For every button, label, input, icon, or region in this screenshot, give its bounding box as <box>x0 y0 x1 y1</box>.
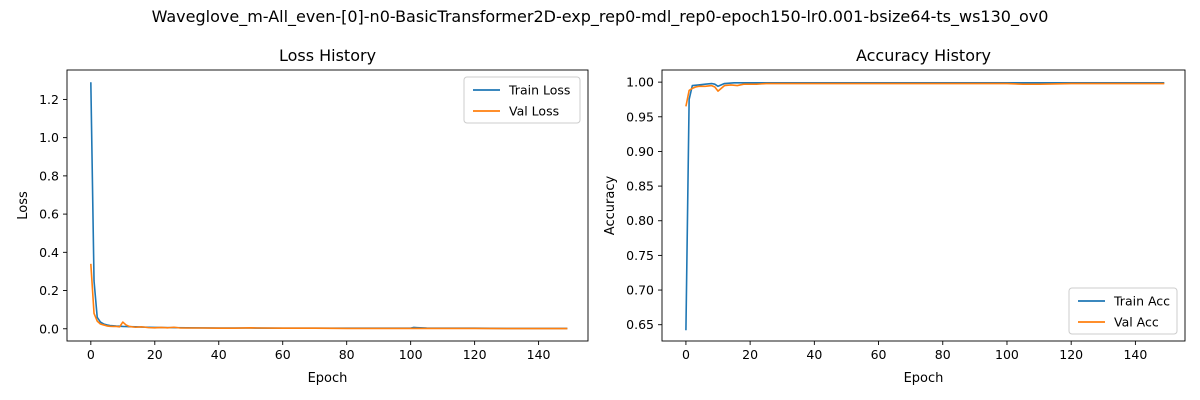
chart-0-xtick-label: 20 <box>147 347 163 362</box>
chart-1-xlabel: Epoch <box>904 371 944 386</box>
chart-1-title: Accuracy History <box>856 46 991 65</box>
chart-0-ytick-label: 0.0 <box>39 321 59 336</box>
chart-1-ytick-label: 0.70 <box>626 283 654 298</box>
chart-1-ytick-label: 0.85 <box>626 179 654 194</box>
chart-0-ytick-label: 1.2 <box>39 92 59 107</box>
chart-1-ytick-label: 0.95 <box>626 109 654 124</box>
loss-history-panel: Loss History 0 20 40 60 80 100 120 140 0.0 0.2 0.4 0… <box>16 46 589 386</box>
chart-0-ytick-label: 1.0 <box>39 130 59 145</box>
chart-0-ylabel: Loss <box>16 191 31 220</box>
chart-0-title: Loss History <box>279 46 376 65</box>
chart-0-ytick-label: 0.6 <box>39 207 59 222</box>
chart-0-series-val-line <box>90 263 568 330</box>
chart-0-ytick-label: 0.8 <box>39 168 59 183</box>
figure-suptitle: Waveglove_m-All_even-[0]-n0-BasicTransfo… <box>152 7 1049 27</box>
chart-0-xtick-label: 140 <box>527 347 551 362</box>
chart-0-ytick-label: 0.4 <box>39 245 59 260</box>
chart-1-legend-label: Train Acc <box>1113 294 1170 309</box>
accuracy-history-panel: Accuracy History 0 20 40 60 80 100 120 140 0.65 0.… <box>603 46 1186 386</box>
chart-0-xtick-label: 40 <box>211 347 227 362</box>
chart-1-ytick-label: 0.90 <box>626 144 654 159</box>
chart-1-ytick-label: 0.65 <box>626 317 654 332</box>
chart-1-xtick-label: 80 <box>935 347 951 362</box>
chart-1-xtick-label: 120 <box>1059 347 1083 362</box>
chart-1-xtick-label: 140 <box>1123 347 1147 362</box>
chart-0-ytick-label: 0.2 <box>39 283 59 298</box>
chart-0-xtick-label: 60 <box>275 347 291 362</box>
chart-1-legend: Train Acc Val Acc <box>1068 287 1178 335</box>
chart-0-xtick-label: 100 <box>399 347 423 362</box>
chart-0-xtick-label: 0 <box>87 347 95 362</box>
chart-1-ytick-label: 0.80 <box>626 213 654 228</box>
chart-1-series-val-line <box>685 82 1165 107</box>
chart-1-axes-frame <box>661 69 1186 342</box>
chart-0-legend-label: Val Loss <box>509 104 559 119</box>
chart-1-ytick-label: 0.75 <box>626 248 654 263</box>
chart-1-xtick-label: 20 <box>742 347 758 362</box>
chart-1-ylabel: Accuracy <box>603 176 618 236</box>
chart-1-legend-label: Val Acc <box>1114 315 1159 330</box>
chart-0-axes-frame <box>66 69 589 342</box>
chart-0-xtick-label: 120 <box>463 347 487 362</box>
chart-0-xlabel: Epoch <box>308 371 348 386</box>
chart-0-legend-label: Train Loss <box>508 83 570 98</box>
chart-1-ytick-label: 1.00 <box>626 75 654 90</box>
chart-0-xtick-label: 80 <box>339 347 355 362</box>
chart-1-xtick-label: 60 <box>871 347 887 362</box>
chart-1-xtick-label: 40 <box>806 347 822 362</box>
chart-0-legend: Train Loss Val Loss <box>463 76 581 124</box>
chart-1-xtick-label: 0 <box>682 347 690 362</box>
chart-1-xtick-label: 100 <box>995 347 1019 362</box>
